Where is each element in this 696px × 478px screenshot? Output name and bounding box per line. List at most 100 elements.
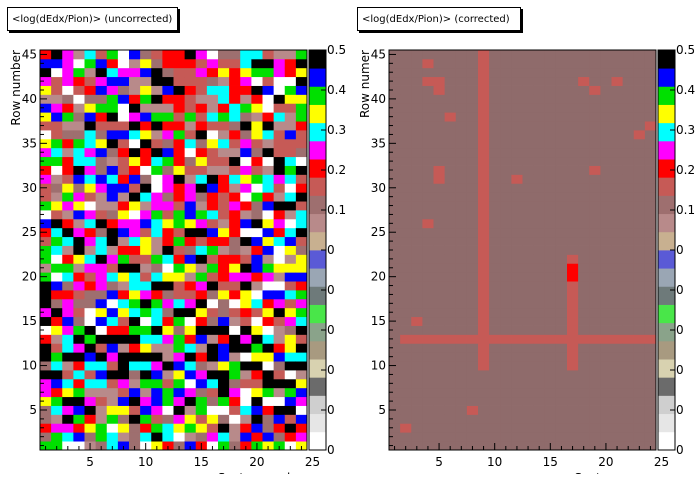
heatmap-cell [466, 210, 479, 220]
heatmap-cell [500, 94, 512, 104]
heatmap-cell [129, 174, 141, 184]
heatmap-cell [273, 103, 286, 113]
heatmap-cell [295, 112, 308, 122]
heatmap-cell [433, 254, 446, 264]
heatmap-cell [73, 352, 85, 362]
heatmap-cell [229, 343, 241, 353]
heatmap-cell [578, 334, 590, 344]
heatmap-cell [466, 58, 479, 69]
heatmap-cell [51, 236, 63, 246]
color-scale-label: 0.3 [676, 123, 695, 137]
heatmap-cell [522, 441, 535, 451]
heatmap-cell [433, 201, 446, 211]
heatmap-cell [251, 307, 263, 318]
heatmap-cell [84, 112, 97, 122]
heatmap-cell [251, 325, 263, 335]
heatmap-cell [73, 432, 85, 442]
heatmap-cell [411, 67, 423, 78]
heatmap-cell [62, 414, 74, 424]
heatmap-cell [251, 361, 263, 371]
heatmap-cell [129, 405, 141, 415]
heatmap-cell [411, 254, 423, 264]
heatmap-cell [633, 174, 646, 184]
heatmap-cell [489, 325, 501, 335]
heatmap-cell [206, 76, 219, 86]
heatmap-cell [611, 387, 624, 398]
heatmap-cell [173, 192, 186, 202]
heatmap-cell [578, 441, 590, 451]
heatmap-cell [444, 67, 457, 78]
heatmap-cell [600, 316, 612, 326]
heatmap-cell [544, 227, 557, 238]
heatmap-cell [62, 298, 74, 309]
heatmap-cell [578, 218, 590, 229]
heatmap-cell [195, 50, 208, 60]
heatmap-cell [466, 378, 479, 389]
heatmap-cell [162, 210, 174, 220]
heatmap-cell [184, 76, 197, 86]
heatmap-cell [151, 147, 163, 158]
heatmap-cell [229, 414, 241, 424]
heatmap-cell [644, 112, 657, 122]
heatmap-cell [444, 325, 457, 335]
heatmap-cell [455, 112, 468, 122]
heatmap-cell [51, 156, 63, 166]
heatmap-cell [240, 76, 252, 86]
heatmap-cell [162, 414, 174, 424]
heatmap-cell [151, 174, 163, 184]
heatmap-cell [62, 210, 74, 220]
heatmap-cell [600, 130, 612, 140]
heatmap-cell [273, 67, 286, 78]
heatmap-cell [644, 325, 657, 335]
heatmap-cell [95, 58, 108, 69]
heatmap-cell [522, 174, 535, 184]
heatmap-cell [206, 138, 219, 149]
heatmap-cell [389, 281, 401, 291]
heatmap-cell [229, 441, 241, 451]
heatmap-cell [644, 378, 657, 389]
heatmap-cell [611, 218, 624, 229]
heatmap-cell [489, 414, 501, 424]
heatmap-cell [644, 201, 657, 211]
heatmap-cell [444, 378, 457, 389]
heatmap-cell [433, 103, 446, 113]
heatmap-cell [511, 307, 523, 318]
heatmap-cell [489, 378, 501, 389]
heatmap-cell [500, 201, 512, 211]
heatmap-cell [117, 414, 130, 424]
heatmap-cell [151, 414, 163, 424]
heatmap-cell [622, 370, 635, 380]
heatmap-cell [567, 361, 579, 371]
heatmap-cell [140, 227, 152, 238]
heatmap-cell [567, 147, 579, 158]
heatmap-cell [389, 396, 401, 406]
heatmap-cell [262, 210, 275, 220]
heatmap-cell [533, 210, 546, 220]
heatmap-cell [95, 414, 108, 424]
heatmap-cell [478, 201, 490, 211]
heatmap-cell [284, 441, 297, 451]
heatmap-cell [433, 423, 446, 433]
heatmap-cell [644, 94, 657, 104]
heatmap-cell [422, 281, 434, 291]
heatmap-cell [295, 405, 308, 415]
heatmap-cell [140, 183, 152, 193]
right-title: <log(dEdx/Pion)> (corrected) [357, 7, 521, 31]
heatmap-cell [106, 76, 119, 86]
heatmap-cell [522, 138, 535, 149]
heatmap-cell [162, 156, 174, 166]
heatmap-cell [389, 58, 401, 69]
heatmap-cell [73, 387, 85, 398]
heatmap-cell [555, 165, 568, 175]
heatmap-cell [422, 272, 434, 282]
heatmap-cell [40, 254, 52, 264]
heatmap-cell [173, 432, 186, 442]
heatmap-cell [106, 165, 119, 175]
heatmap-cell [151, 432, 163, 442]
heatmap-cell [95, 281, 108, 291]
heatmap-cell [251, 245, 263, 255]
heatmap-cell [117, 343, 130, 353]
color-scale-bin [309, 104, 326, 124]
heatmap-cell [389, 254, 401, 264]
heatmap-cell [51, 201, 63, 211]
